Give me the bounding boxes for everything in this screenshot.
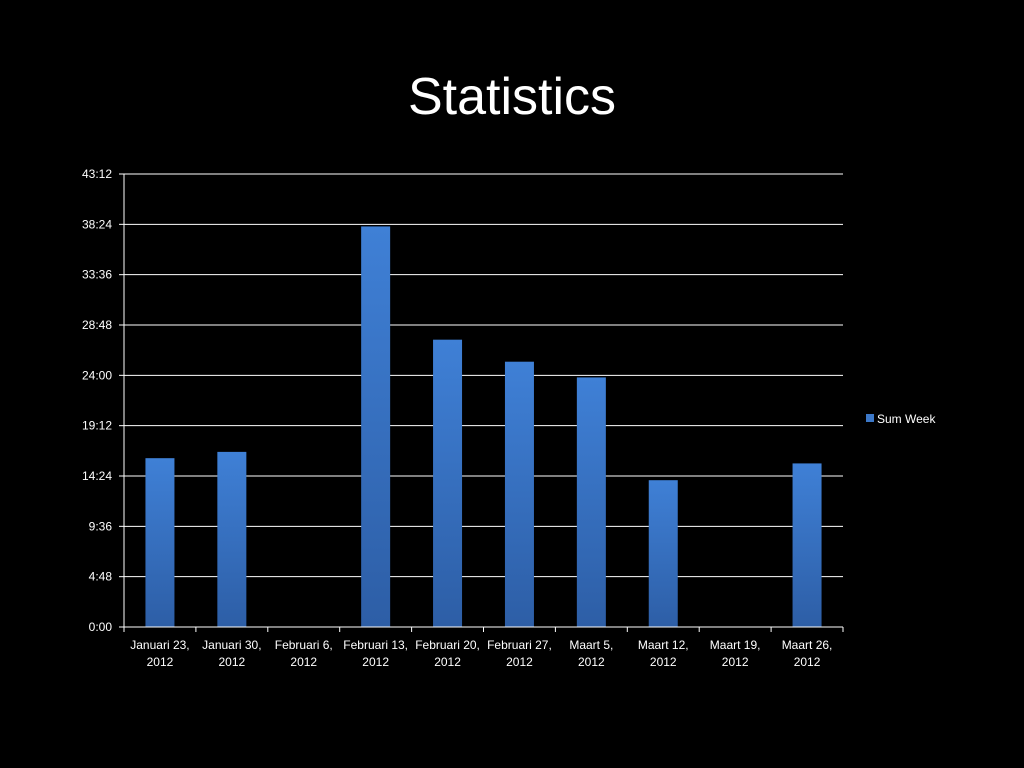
x-tick-label: Januari 23, 2012 <box>130 638 189 669</box>
bars <box>145 226 822 628</box>
tick-labels: 0:00 4:48 9:36 14:24 19:12 24:00 28:48 33:36 38:… <box>82 167 832 669</box>
y-tick-label: 43:12 <box>82 167 112 181</box>
y-tick-label: 19:12 <box>82 419 112 433</box>
bar <box>792 463 822 627</box>
legend-label: Sum Week <box>877 412 936 426</box>
y-tick-label: 9:36 <box>89 519 113 533</box>
bar <box>217 451 247 627</box>
legend: Sum Week <box>866 412 936 426</box>
y-tick-label: 14:24 <box>82 469 112 483</box>
bar <box>504 361 534 627</box>
chart-title: Statistics <box>407 68 617 126</box>
x-tick-label: Februari 20, 2012 <box>415 638 480 669</box>
axes <box>119 173 844 632</box>
y-tick-label: 38:24 <box>82 217 112 231</box>
y-tick-label: 24:00 <box>82 368 112 382</box>
x-tick-label: Februari 6, 2012 <box>275 638 333 669</box>
bar <box>576 377 606 627</box>
bar <box>361 226 391 628</box>
y-tick-label: 0:00 <box>89 620 113 634</box>
bar <box>433 339 463 627</box>
x-tick-label: Maart 26, 2012 <box>782 638 833 669</box>
x-tick-label: Januari 30, 2012 <box>202 638 261 669</box>
bar <box>145 458 175 627</box>
y-tick-label: 33:36 <box>82 268 112 282</box>
x-tick-label: Maart 5, 2012 <box>569 638 613 669</box>
x-tick-label: Februari 13, 2012 <box>343 638 408 669</box>
legend-swatch <box>866 414 874 422</box>
x-tick-label: Maart 19, 2012 <box>710 638 761 669</box>
bar <box>648 480 678 627</box>
x-tick-label: Maart 12, 2012 <box>638 638 689 669</box>
y-tick-label: 4:48 <box>89 570 113 584</box>
x-tick-label: Februari 27, 2012 <box>487 638 552 669</box>
y-tick-label: 28:48 <box>82 318 112 332</box>
